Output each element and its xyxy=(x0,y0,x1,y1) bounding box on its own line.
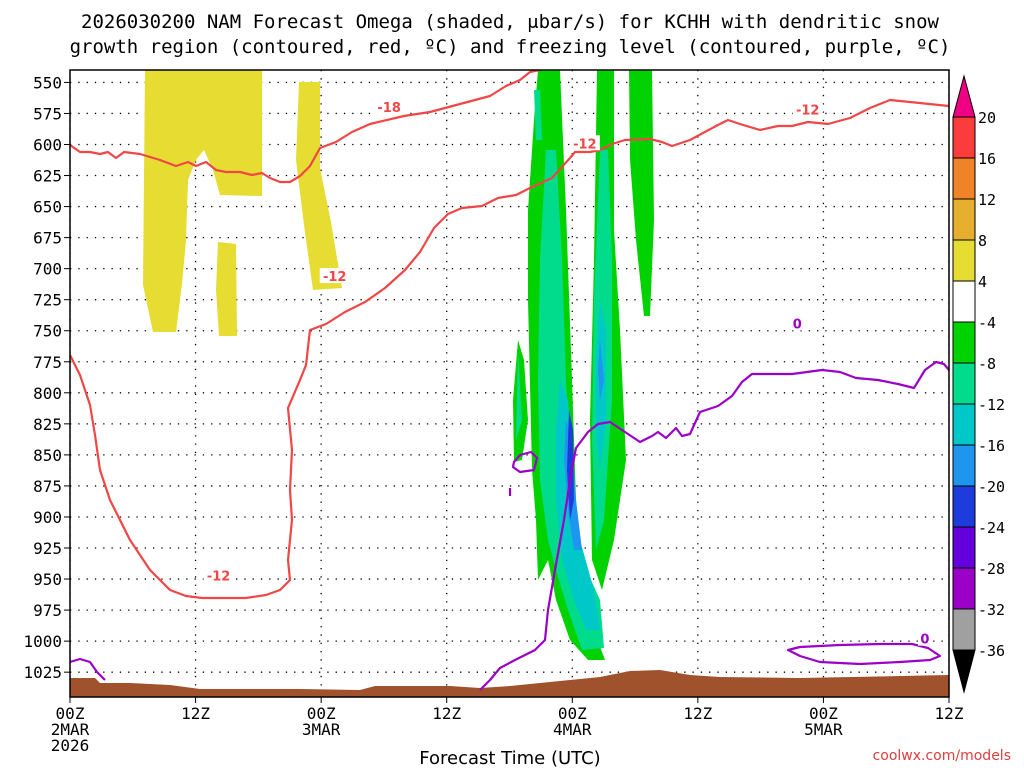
y-tick-label: 875 xyxy=(33,477,62,496)
x-tick-label: 12Z xyxy=(181,704,210,723)
y-tick-label: 975 xyxy=(33,601,62,620)
x-tick-label: 00Z xyxy=(558,704,587,723)
colorbar-tick-label: -24 xyxy=(978,519,1005,537)
colorbar-bin xyxy=(952,485,976,528)
colorbar-bin xyxy=(952,280,976,323)
y-tick-label: 1025 xyxy=(23,663,62,682)
y-tick-label: 925 xyxy=(33,539,62,558)
x-tick-label: 2026 xyxy=(51,736,90,755)
colorbar-tick-label: -4 xyxy=(978,314,996,332)
colorbar-tick-label: -20 xyxy=(978,478,1005,496)
contour-label: -12 xyxy=(796,104,820,119)
contour-label-bg xyxy=(569,135,600,151)
omega-sinking-shading xyxy=(143,70,342,336)
dgz-contours xyxy=(70,70,949,600)
y-tick-label: 900 xyxy=(33,508,62,527)
colorbar-tick-label: -8 xyxy=(978,355,996,373)
colorbar-tick-label: -16 xyxy=(978,437,1005,455)
colorbar-tick-label: -36 xyxy=(978,642,1005,660)
y-tick-label: 950 xyxy=(33,570,62,589)
colorbar-max-arrow xyxy=(952,74,976,118)
colorbar-bin xyxy=(952,116,976,159)
y-tick-label: 1000 xyxy=(23,632,62,651)
y-axis: 550 575 600 625 650 675 700 725 750 775 800 825 850 8… xyxy=(23,73,70,682)
y-tick-label: 850 xyxy=(33,446,62,465)
colorbar-tick-label: -12 xyxy=(978,396,1005,414)
contour-label: -12 xyxy=(323,270,347,285)
credit-text: coolwx.com/models xyxy=(873,748,1011,764)
contour-label: 0 xyxy=(793,317,802,332)
x-tick-label: 00Z xyxy=(307,704,336,723)
contour-label: -12 xyxy=(207,569,231,584)
colorbar-bin xyxy=(952,239,976,282)
contour-labels: -18 -12 -12 -12 -12 0 0 xyxy=(203,99,932,648)
y-tick-label: 650 xyxy=(33,198,62,217)
x-tick-label: 00Z xyxy=(56,704,85,723)
y-tick-label: 575 xyxy=(33,104,62,123)
x-tick-label: 2MAR xyxy=(51,720,90,739)
colorbar-bin xyxy=(952,403,976,446)
y-tick-label: 675 xyxy=(33,229,62,248)
colorbar-min-arrow xyxy=(952,649,976,694)
omega-rising-shading xyxy=(513,70,654,660)
contour-label: -18 xyxy=(377,101,401,116)
colorbar-bin xyxy=(952,198,976,241)
x-axis-title: Forecast Time (UTC) xyxy=(419,748,600,768)
contour-label-bg xyxy=(790,315,805,331)
y-tick-label: 750 xyxy=(33,322,62,341)
colorbar-bin xyxy=(952,526,976,569)
contour-label-bg xyxy=(203,567,234,583)
terrain-fill xyxy=(70,670,949,697)
colorbar-bin xyxy=(952,362,976,405)
colorbar-bin xyxy=(952,567,976,610)
colorbar-tick-label: 16 xyxy=(978,150,996,168)
contour-label: -12 xyxy=(573,137,597,152)
colorbar-tick-label: 12 xyxy=(978,191,996,209)
y-tick-label: 550 xyxy=(33,73,62,92)
y-tick-label: 725 xyxy=(33,291,62,310)
colorbar-bin xyxy=(952,157,976,200)
x-tick-label: 00Z xyxy=(809,704,838,723)
y-tick-label: 800 xyxy=(33,384,62,403)
contour-label-bg xyxy=(374,99,405,115)
contour-label-bg xyxy=(792,101,823,117)
chart-title-line2: growth region (contoured, red, ºC) and f… xyxy=(70,36,951,58)
y-tick-label: 700 xyxy=(33,260,62,279)
chart-title-line1: 2026030200 NAM Forecast Omega (shaded, μ… xyxy=(81,11,939,33)
freezing-level-contours xyxy=(70,360,949,691)
x-tick-label: 12Z xyxy=(935,704,964,723)
y-tick-label: 600 xyxy=(33,135,62,154)
contour-label: 0 xyxy=(920,633,929,648)
colorbar-tick-label: -28 xyxy=(978,560,1005,578)
colorbar-tick-label: -32 xyxy=(978,601,1005,619)
x-tick-label: 5MAR xyxy=(804,720,843,739)
x-tick-label: 12Z xyxy=(683,704,712,723)
x-tick-label: 4MAR xyxy=(553,720,592,739)
colorbar-bin xyxy=(952,321,976,364)
contour-label-bg xyxy=(917,630,932,646)
y-tick-label: 825 xyxy=(33,415,62,434)
colorbar-bin xyxy=(952,444,976,487)
colorbar-bin xyxy=(952,608,976,651)
x-tick-label: 3MAR xyxy=(302,720,341,739)
plot-frame xyxy=(69,69,950,698)
plot-area: -18 -12 -12 -12 -12 0 0 xyxy=(70,70,949,697)
y-tick-label: 775 xyxy=(33,353,62,372)
colorbar-tick-label: 20 xyxy=(978,109,996,127)
contour-label-bg xyxy=(319,268,350,284)
colorbar: -36 -32 -28 -24 -20 -16 -12 -8 -4 4 8 12 16 20 xyxy=(952,74,1005,694)
x-tick-label: 12Z xyxy=(432,704,461,723)
colorbar-tick-label: 8 xyxy=(978,232,987,250)
colorbar-tick-label: 4 xyxy=(978,273,987,291)
y-tick-label: 625 xyxy=(33,167,62,186)
